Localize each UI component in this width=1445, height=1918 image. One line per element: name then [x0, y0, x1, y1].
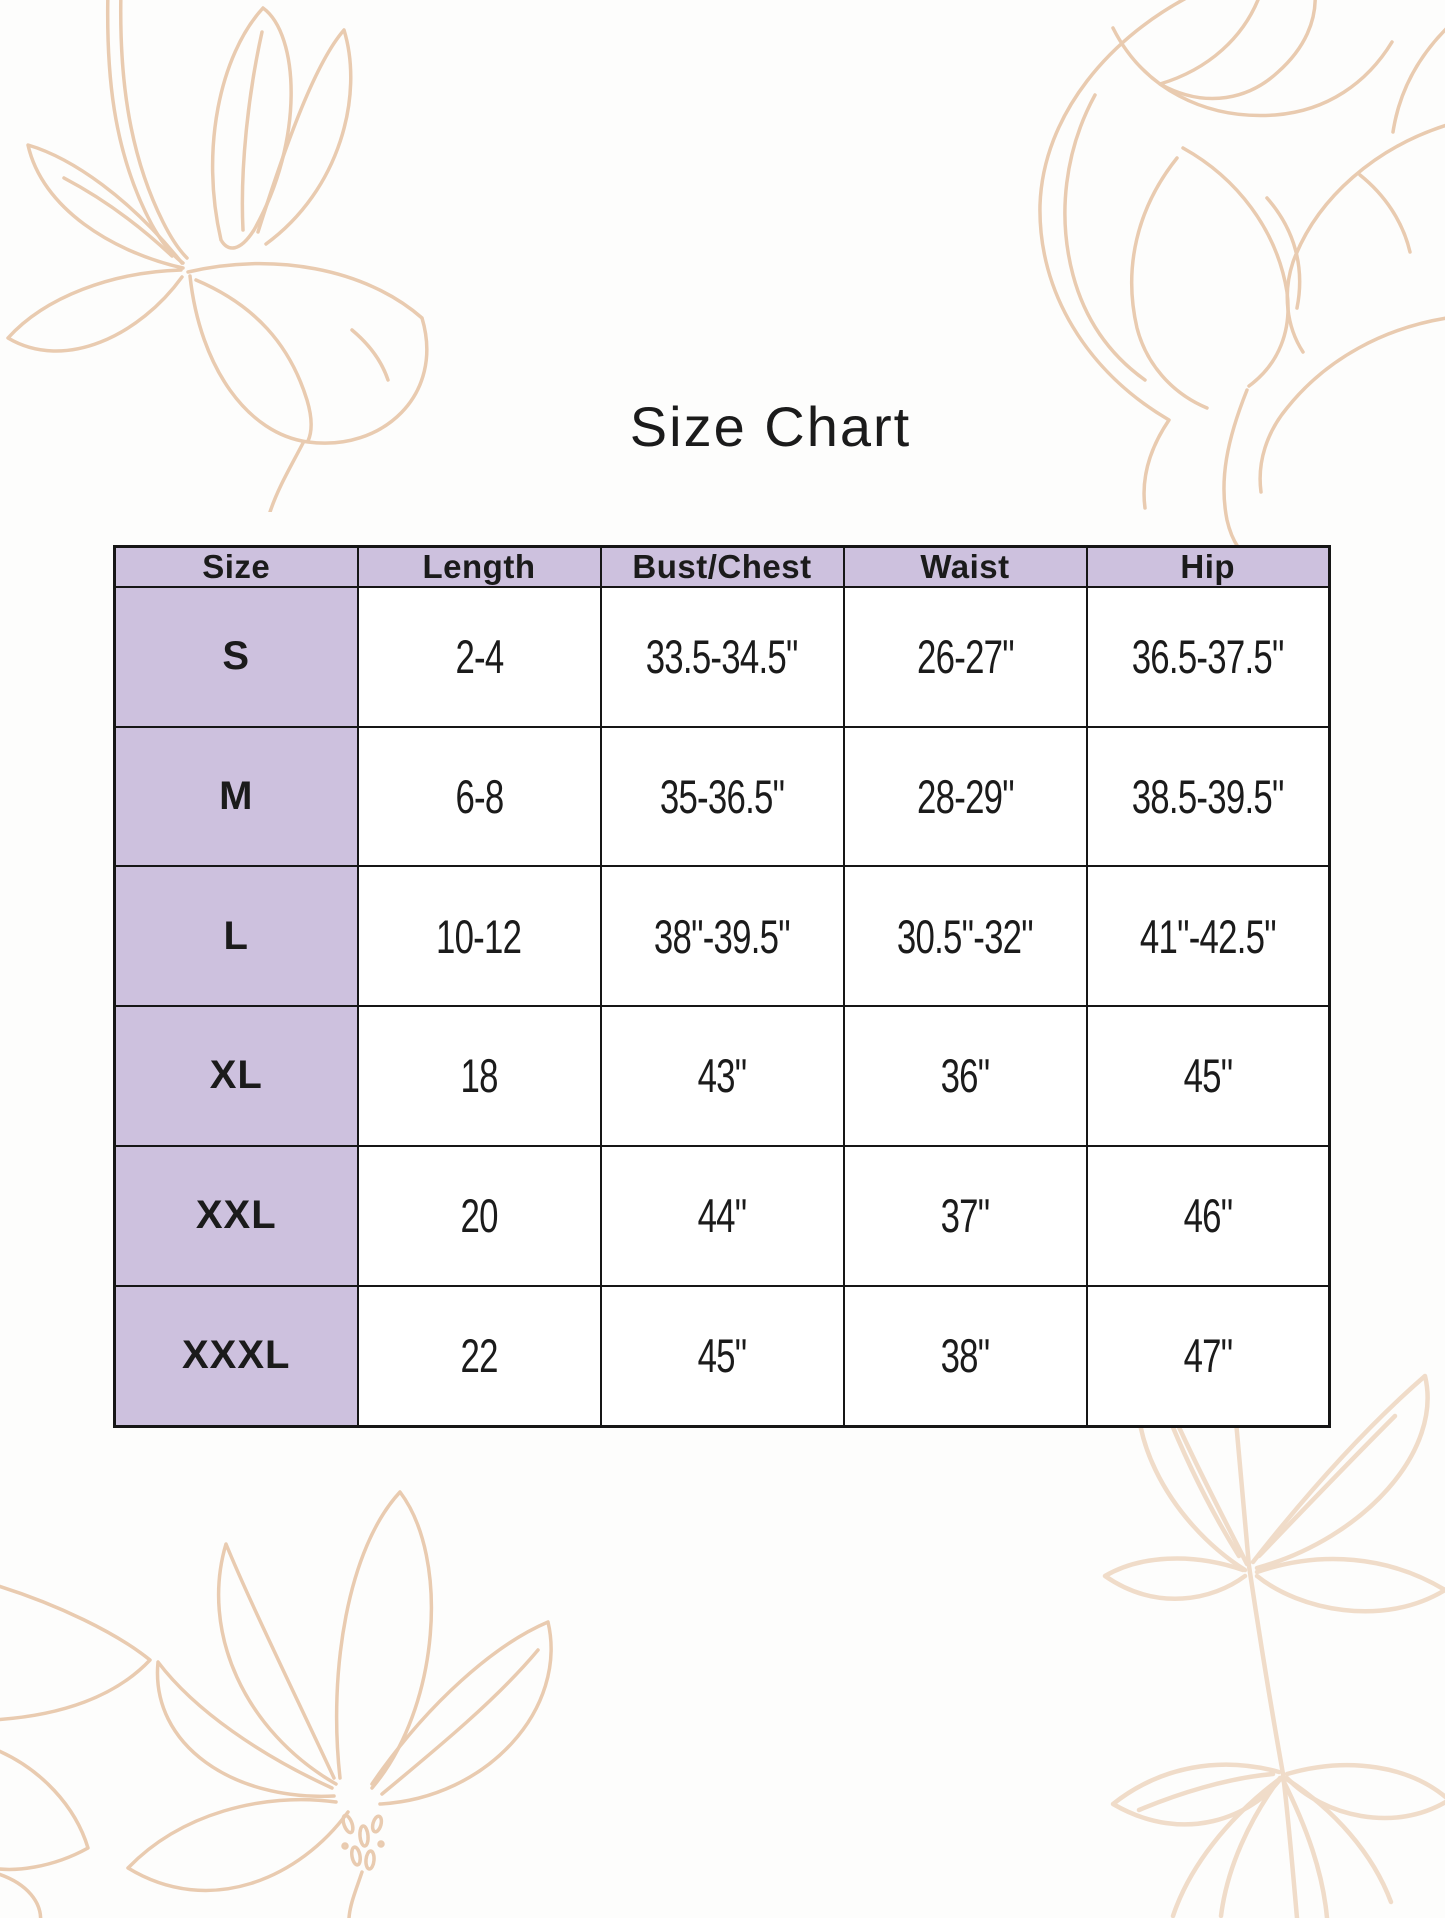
cell-s-hip: 36.5-37.5" [1085, 586, 1331, 728]
row-label-s: S [113, 586, 359, 728]
column-header-size: Size [113, 545, 359, 588]
column-header-hip: Hip [1085, 545, 1331, 588]
cell-xxl-hip: 46" [1085, 1144, 1331, 1287]
page-title: Size Chart [629, 395, 912, 458]
cell-xxxl-waist: 38" [842, 1284, 1088, 1428]
cell-xxl-waist: 37" [842, 1144, 1088, 1287]
cell-s-length: 2-4 [356, 586, 602, 728]
column-header-length: Length [356, 545, 602, 588]
row-label-l: L [113, 865, 359, 1008]
cell-xl-bust-chest: 43" [599, 1005, 845, 1147]
table-row-m: M 6-8 35-36.5" 28-29" 38.5-39.5" [113, 725, 1331, 868]
row-label-m: M [113, 725, 359, 868]
cell-xl-waist: 36" [842, 1005, 1088, 1147]
cell-xxxl-hip: 47" [1085, 1284, 1331, 1428]
cell-m-length: 6-8 [356, 725, 602, 868]
cell-l-length: 10-12 [356, 865, 602, 1008]
leafy-branch-line-art-icon [1102, 1358, 1445, 1918]
row-label-xl: XL [113, 1005, 359, 1147]
cell-s-bust-chest: 33.5-34.5" [599, 586, 845, 728]
cell-l-hip: 41"-42.5" [1085, 865, 1331, 1008]
cell-m-waist: 28-29" [842, 725, 1088, 868]
table-row-xxl: XXL 20 44" 37" 46" [113, 1144, 1331, 1287]
cell-xxl-length: 20 [356, 1144, 602, 1287]
column-header-bust-chest: Bust/Chest [599, 545, 845, 588]
cell-xxl-bust-chest: 44" [599, 1144, 845, 1287]
row-label-xxxl: XXXL [113, 1284, 359, 1428]
cell-m-bust-chest: 35-36.5" [599, 725, 845, 868]
size-chart-table: Size Length Bust/Chest Waist Hip S 2-4 3… [113, 545, 1331, 1428]
row-label-xxl: XXL [113, 1144, 359, 1287]
cell-l-bust-chest: 38"-39.5" [599, 865, 845, 1008]
cell-xxxl-bust-chest: 45" [599, 1284, 845, 1428]
cell-xl-hip: 45" [1085, 1005, 1331, 1147]
table-row-s: S 2-4 33.5-34.5" 26-27" 36.5-37.5" [113, 586, 1331, 728]
rose-bloom-line-art-icon [1038, 0, 1445, 566]
cell-xxxl-length: 22 [356, 1284, 602, 1428]
table-row-l: L 10-12 38"-39.5" 30.5"-32" 41"-42.5" [113, 865, 1331, 1008]
table-row-xl: XL 18 43" 36" 45" [113, 1005, 1331, 1147]
cell-xl-length: 18 [356, 1005, 602, 1147]
wildflower-line-art-icon [0, 1490, 553, 1918]
cell-s-waist: 26-27" [842, 586, 1088, 728]
table-row-xxxl: XXXL 22 45" 38" 47" [113, 1284, 1331, 1428]
column-header-waist: Waist [842, 545, 1088, 588]
cell-l-waist: 30.5"-32" [842, 865, 1088, 1008]
header-row: Size Length Bust/Chest Waist Hip [113, 545, 1331, 588]
cell-m-hip: 38.5-39.5" [1085, 725, 1331, 868]
